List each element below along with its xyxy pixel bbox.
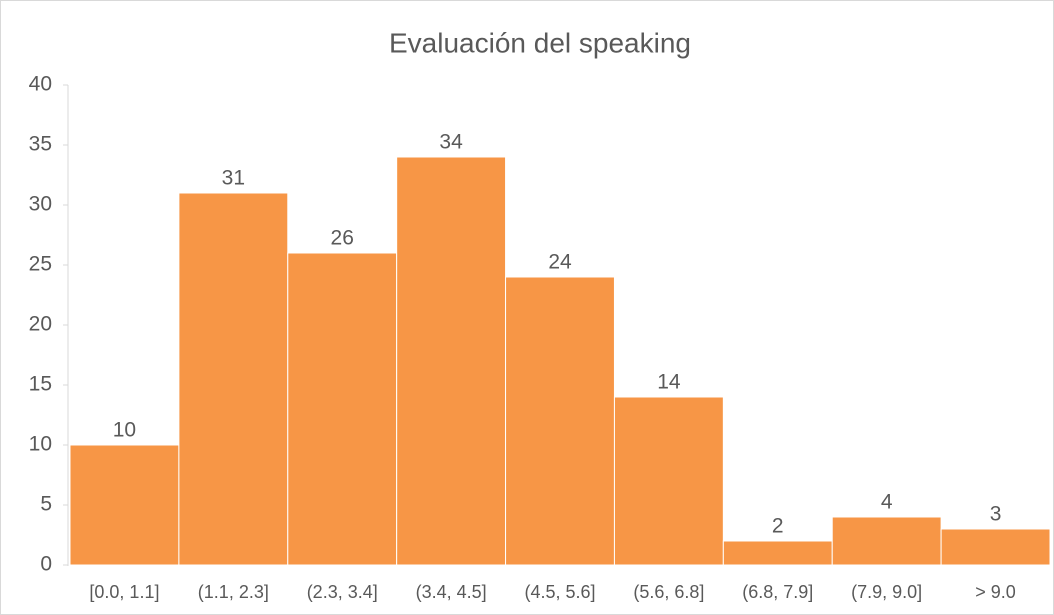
data-label: 10 bbox=[113, 419, 136, 442]
x-tick-label: (3.4, 4.5] bbox=[416, 582, 487, 602]
y-tick-label: 30 bbox=[29, 193, 52, 216]
x-tick-label: (1.1, 2.3] bbox=[198, 582, 269, 602]
x-tick-label: (4.5, 5.6] bbox=[524, 582, 595, 602]
y-tick-label: 25 bbox=[29, 253, 52, 276]
x-tick-label: (2.3, 3.4] bbox=[307, 582, 378, 602]
x-tick-label: > 9.0 bbox=[975, 582, 1016, 602]
y-tick-label: 35 bbox=[29, 133, 52, 156]
bar bbox=[396, 156, 507, 566]
bar bbox=[940, 528, 1051, 566]
bar bbox=[287, 252, 398, 566]
y-tick-label: 10 bbox=[29, 433, 52, 456]
data-label: 26 bbox=[331, 227, 354, 250]
bar bbox=[178, 192, 289, 566]
y-tick-label: 0 bbox=[40, 553, 52, 576]
data-label: 4 bbox=[881, 491, 893, 514]
y-tick-label: 40 bbox=[29, 73, 52, 96]
bar bbox=[722, 540, 833, 566]
x-tick-label: (5.6, 6.8] bbox=[633, 582, 704, 602]
bar bbox=[69, 444, 180, 566]
data-label: 3 bbox=[990, 503, 1002, 526]
bar bbox=[831, 516, 942, 566]
data-label: 2 bbox=[772, 515, 784, 538]
y-tick-label: 5 bbox=[40, 493, 52, 516]
y-tick-label: 15 bbox=[29, 373, 52, 396]
data-label: 34 bbox=[439, 131, 463, 154]
chart-title: Evaluación del speaking bbox=[389, 27, 691, 58]
data-label: 14 bbox=[657, 371, 681, 394]
data-label: 31 bbox=[222, 167, 245, 190]
data-label: 24 bbox=[548, 251, 572, 274]
x-tick-label: [0.0, 1.1] bbox=[89, 582, 159, 602]
bar bbox=[505, 276, 615, 566]
bar bbox=[613, 396, 724, 566]
x-tick-label: (7.9, 9.0] bbox=[851, 582, 922, 602]
x-tick-label: (6.8, 7.9] bbox=[742, 582, 813, 602]
y-tick-label: 20 bbox=[29, 313, 52, 336]
